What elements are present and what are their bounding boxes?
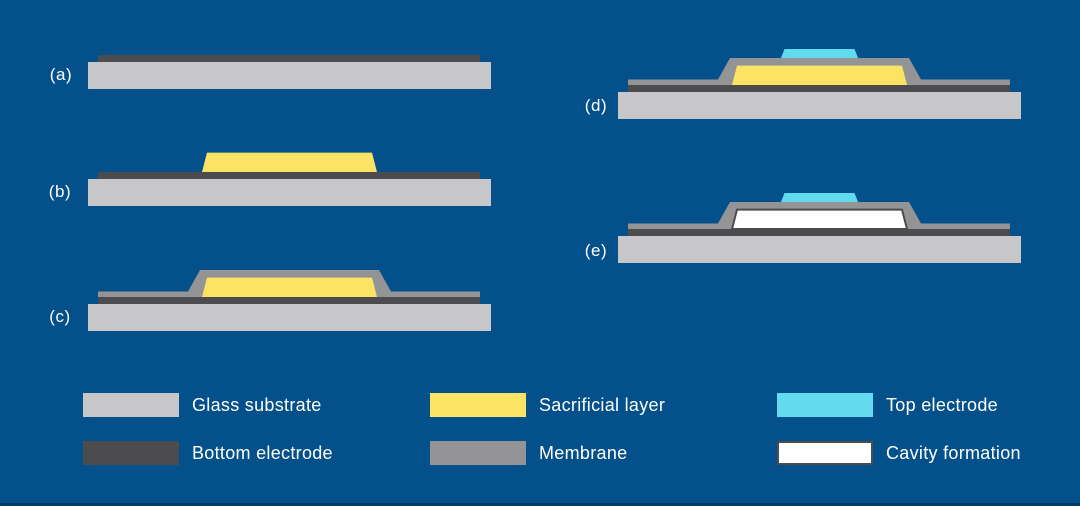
step-d-diagram [618,49,1021,119]
step-a-label: (a) [49,65,73,84]
sacrificial-layer [202,152,377,172]
legend-label-membrane: Membrane [539,442,628,463]
legend-swatch-top-electrode [777,393,873,417]
legend-label-glass-substrate: Glass substrate [192,394,322,415]
legend-label-bottom-electrode: Bottom electrode [192,442,333,463]
bottom-electrode-layer [628,229,1010,236]
glass-substrate-layer [88,62,491,89]
legend-swatch-glass-substrate [83,393,179,417]
legend-item-sacrificial-layer: Sacrificial layer [430,393,665,417]
bottom-electrode-layer [98,297,480,304]
legend-swatch-cavity-formation [777,441,873,465]
step-b-label: (b) [48,182,72,201]
step-e-label: (e) [584,241,608,260]
legend-label-cavity-formation: Cavity formation [886,442,1021,463]
legend-label-sacrificial-layer: Sacrificial layer [539,394,666,415]
legend-label-top-electrode: Top electrode [886,394,998,415]
legend-swatch-bottom-electrode [83,441,179,465]
step-e-diagram [618,193,1021,263]
legend-item-top-electrode: Top electrode [777,393,998,417]
legend-item-glass-substrate: Glass substrate [83,393,322,417]
bottom-electrode-layer [628,85,1010,92]
legend-item-bottom-electrode: Bottom electrode [83,441,333,465]
top-electrode-layer [781,49,858,58]
step-c-label: (c) [49,307,71,326]
top-electrode-layer [781,193,858,202]
legend-swatch-sacrificial-layer [430,393,526,417]
sacrificial-layer [732,65,907,85]
step-d-label: (d) [584,96,608,115]
step-b-diagram [88,152,491,206]
bottom-electrode-layer [98,172,480,179]
glass-substrate-layer [88,179,491,206]
legend-item-cavity-formation: Cavity formation [777,441,1021,465]
glass-substrate-layer [618,236,1021,263]
glass-substrate-layer [88,304,491,331]
bottom-electrode-layer [98,55,480,62]
sacrificial-layer [202,277,377,297]
legend-item-membrane: Membrane [430,441,627,465]
step-c-diagram [88,270,491,331]
step-a-diagram [88,55,491,89]
glass-substrate-layer [618,92,1021,119]
bottom-edge-divider [0,503,1080,506]
cavity-layer [730,208,909,230]
legend-swatch-membrane [430,441,526,465]
